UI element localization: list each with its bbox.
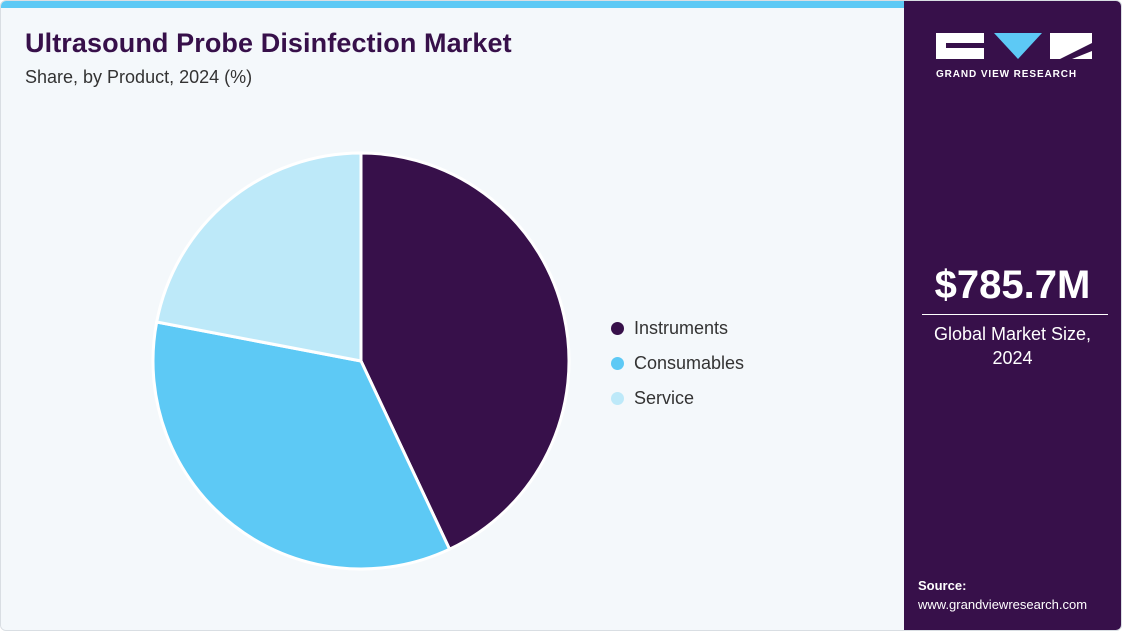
legend-swatch: [611, 392, 624, 405]
divider: [922, 314, 1108, 315]
legend-label: Service: [634, 388, 695, 408]
pie-slice-service: [155, 151, 363, 363]
source-url: www.grandviewresearch.com: [918, 597, 1088, 612]
chart-subtitle: Share, by Product, 2024 (%): [25, 67, 253, 87]
pie-slice-instruments: [359, 151, 571, 551]
pie-slice-consumables: [151, 320, 452, 571]
market-size-value: $785.7M: [934, 263, 1091, 307]
legend-swatch: [611, 322, 624, 335]
accent-bar: [1, 1, 904, 8]
chart-legend: Instruments Consumables Service: [611, 311, 744, 416]
legend-label: Consumables: [634, 353, 745, 373]
market-size-label-line2: 2024: [992, 348, 1033, 368]
chart-title: Ultrasound Probe Disinfection Market: [25, 28, 512, 58]
grand-view-research-logo-icon: [936, 33, 1092, 59]
legend-item-service: Service: [611, 381, 744, 416]
summary-sidebar: GRAND VIEW RESEARCH $785.7M Global Marke…: [904, 1, 1121, 630]
chart-panel: Ultrasound Probe Disinfection Market Sha…: [1, 1, 904, 630]
brand-name: GRAND VIEW RESEARCH: [936, 69, 1077, 80]
source-label: Source:: [918, 578, 967, 593]
legend-swatch: [611, 357, 624, 370]
legend-item-consumables: Consumables: [611, 346, 744, 381]
market-size-label-line1: Global Market Size,: [933, 324, 1092, 344]
legend-item-instruments: Instruments: [611, 311, 744, 346]
market-size-label: Global Market Size, 2024: [904, 322, 1121, 370]
legend-label: Instruments: [634, 318, 729, 338]
pie-chart: [151, 151, 571, 571]
